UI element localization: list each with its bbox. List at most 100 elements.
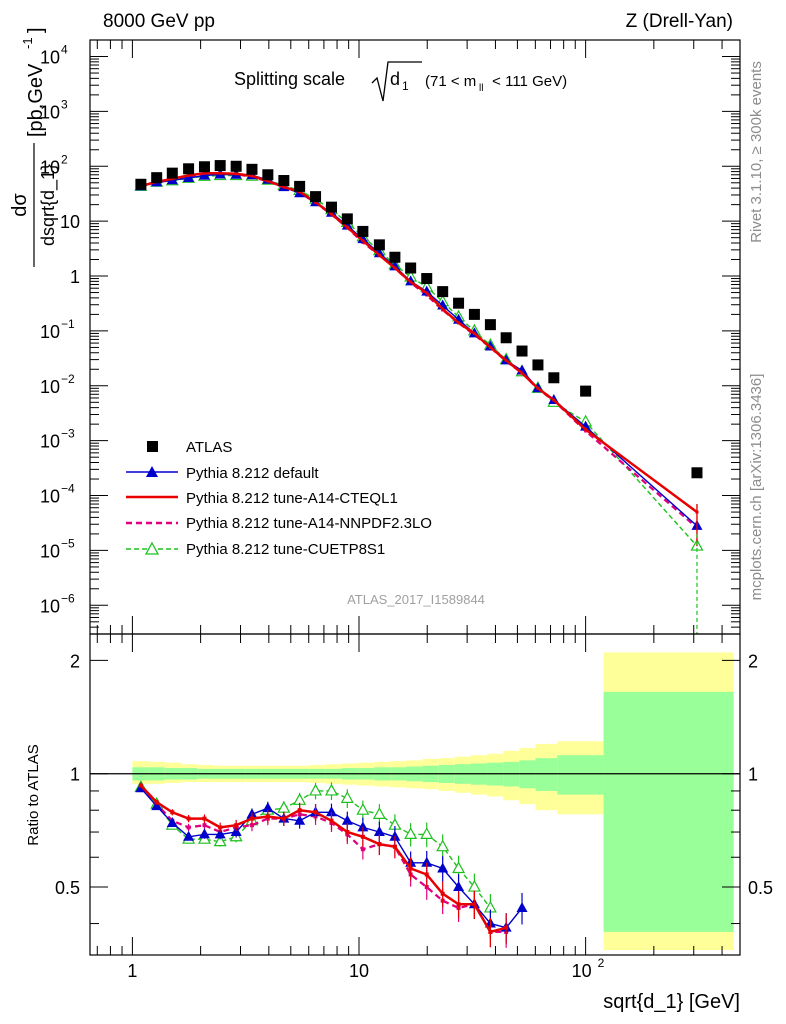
band-stat (535, 758, 558, 791)
ratio-cuetp8s1-point (420, 827, 434, 839)
ratio-default-point (373, 826, 385, 837)
ratio-point (170, 810, 175, 815)
side-label-mcplots: mcplots.cern.ch [arXiv:1306.3436] (748, 374, 765, 601)
atlas-point (532, 359, 544, 371)
ylabel-units-end: ] (25, 27, 47, 33)
ratio-point (281, 816, 286, 821)
atlas-point (166, 167, 178, 179)
ratio-point (234, 823, 239, 828)
title-range-end: < 111 GeV) (488, 73, 567, 90)
atlas-point (325, 201, 337, 213)
legend-label-default: Pythia 8.212 default (186, 465, 319, 482)
ratio-default-point (183, 830, 195, 841)
ratio-default-point (516, 901, 528, 912)
ratio-point (249, 816, 254, 821)
mc-point-2 (329, 212, 333, 216)
ratio-default-point (230, 826, 242, 837)
band-stat (603, 691, 734, 932)
mc-point-2 (218, 171, 222, 175)
ratio-default-point (341, 814, 353, 825)
ratio-tick-label-left: 0.5 (55, 878, 80, 898)
mc-point-2 (393, 266, 397, 270)
y-tick-label: 10 (40, 377, 60, 397)
legend-entry-cuetp8s1: Pythia 8.212 tune-CUETP8S1 (126, 541, 385, 558)
mc-point-2 (425, 291, 429, 295)
y-tick-label: 10 (40, 322, 60, 342)
legend: ATLAS Pythia 8.212 default Pythia 8.212 … (126, 439, 432, 558)
atlas-point (548, 372, 560, 384)
ratio-default-point (325, 806, 337, 817)
ratio-y-axis-label: Ratio to ATLAS (25, 744, 42, 845)
ratio-point (488, 929, 493, 934)
ratio-default-point (357, 821, 369, 832)
mc-point-2 (488, 345, 492, 349)
atlas-point (357, 225, 369, 237)
ratio-point (504, 925, 509, 930)
ratio-cuetp8s1-point (452, 861, 466, 874)
legend-label-atlas: ATLAS (186, 439, 232, 456)
atlas-point (230, 160, 242, 172)
atlas-point (135, 178, 147, 190)
y-tick-label-exp: 3 (61, 97, 68, 111)
main-series (134, 160, 704, 634)
mc-point-2 (282, 185, 286, 189)
title-sqrt-arg: d (390, 69, 400, 89)
atlas-point (484, 319, 496, 331)
mc-point-2 (457, 321, 461, 325)
ylabel-numerator: dσ (9, 193, 31, 217)
ratio-cuetp8s1-point (277, 800, 291, 813)
atlas-point (373, 239, 385, 251)
legend-marker-square (147, 441, 158, 452)
title-range-sub: ll (479, 83, 483, 94)
ratio-cuetp8s1-point (309, 783, 323, 796)
ratio-tick-label-right: 0.5 (748, 878, 773, 898)
mc-point-2 (520, 371, 524, 375)
ylabel-units: [pb,GeV (25, 63, 47, 137)
title-sqrt-sub: 1 (402, 79, 409, 93)
ratio-cuetp8s1-point (404, 827, 418, 839)
ratio-point (202, 823, 207, 828)
ylabel-denominator: dsqrt{d_1} (38, 164, 59, 246)
legend-marker-open-triangle (144, 541, 160, 555)
ratio-point (313, 810, 318, 815)
ratio-frame (89, 633, 741, 956)
ratio-tick-label-left: 2 (70, 651, 80, 671)
y-tick-label-exp: −2 (61, 372, 75, 386)
y-tick-label: 10 (40, 48, 60, 68)
y-tick-label-exp: −5 (61, 536, 75, 550)
atlas-point (453, 297, 465, 309)
ratio-point (456, 902, 461, 907)
ratio-point (186, 825, 191, 830)
ylabel-units-sup: -1 (20, 37, 35, 49)
ratio-default-point (214, 828, 226, 839)
y-tick-label: 10 (40, 432, 60, 452)
sqrt-symbol-icon (371, 61, 422, 102)
y-tick-label: 10 (40, 596, 60, 616)
title-main: Splitting scale (234, 69, 345, 89)
default-point (484, 340, 496, 351)
x-tick-label-100: 10 (572, 961, 592, 981)
ratio-point (297, 808, 302, 813)
atlas-point (214, 160, 226, 172)
mc-point-2 (170, 177, 174, 181)
atlas-point (151, 172, 163, 184)
atlas-point (262, 169, 274, 181)
ratio-tick-label-left: 1 (70, 765, 80, 785)
atlas-point (183, 163, 195, 175)
atlas-point (516, 345, 528, 357)
ratio-point (202, 816, 207, 821)
ratio-uncertainty-bands (90, 652, 740, 951)
ratio-series (134, 780, 528, 948)
ratio-default-point (262, 802, 274, 813)
atlas-point (294, 180, 306, 192)
ratio-point (392, 844, 397, 849)
ratio-point (360, 847, 365, 852)
mc-point-2 (266, 179, 270, 183)
ratio-cuetp8s1-point (213, 834, 227, 847)
atlas-point (310, 191, 322, 203)
atlas-point (389, 251, 401, 263)
ratio-point (186, 816, 191, 821)
ratio-default-point (198, 828, 210, 839)
ratio-point (138, 783, 143, 788)
ratio-point (345, 830, 350, 835)
